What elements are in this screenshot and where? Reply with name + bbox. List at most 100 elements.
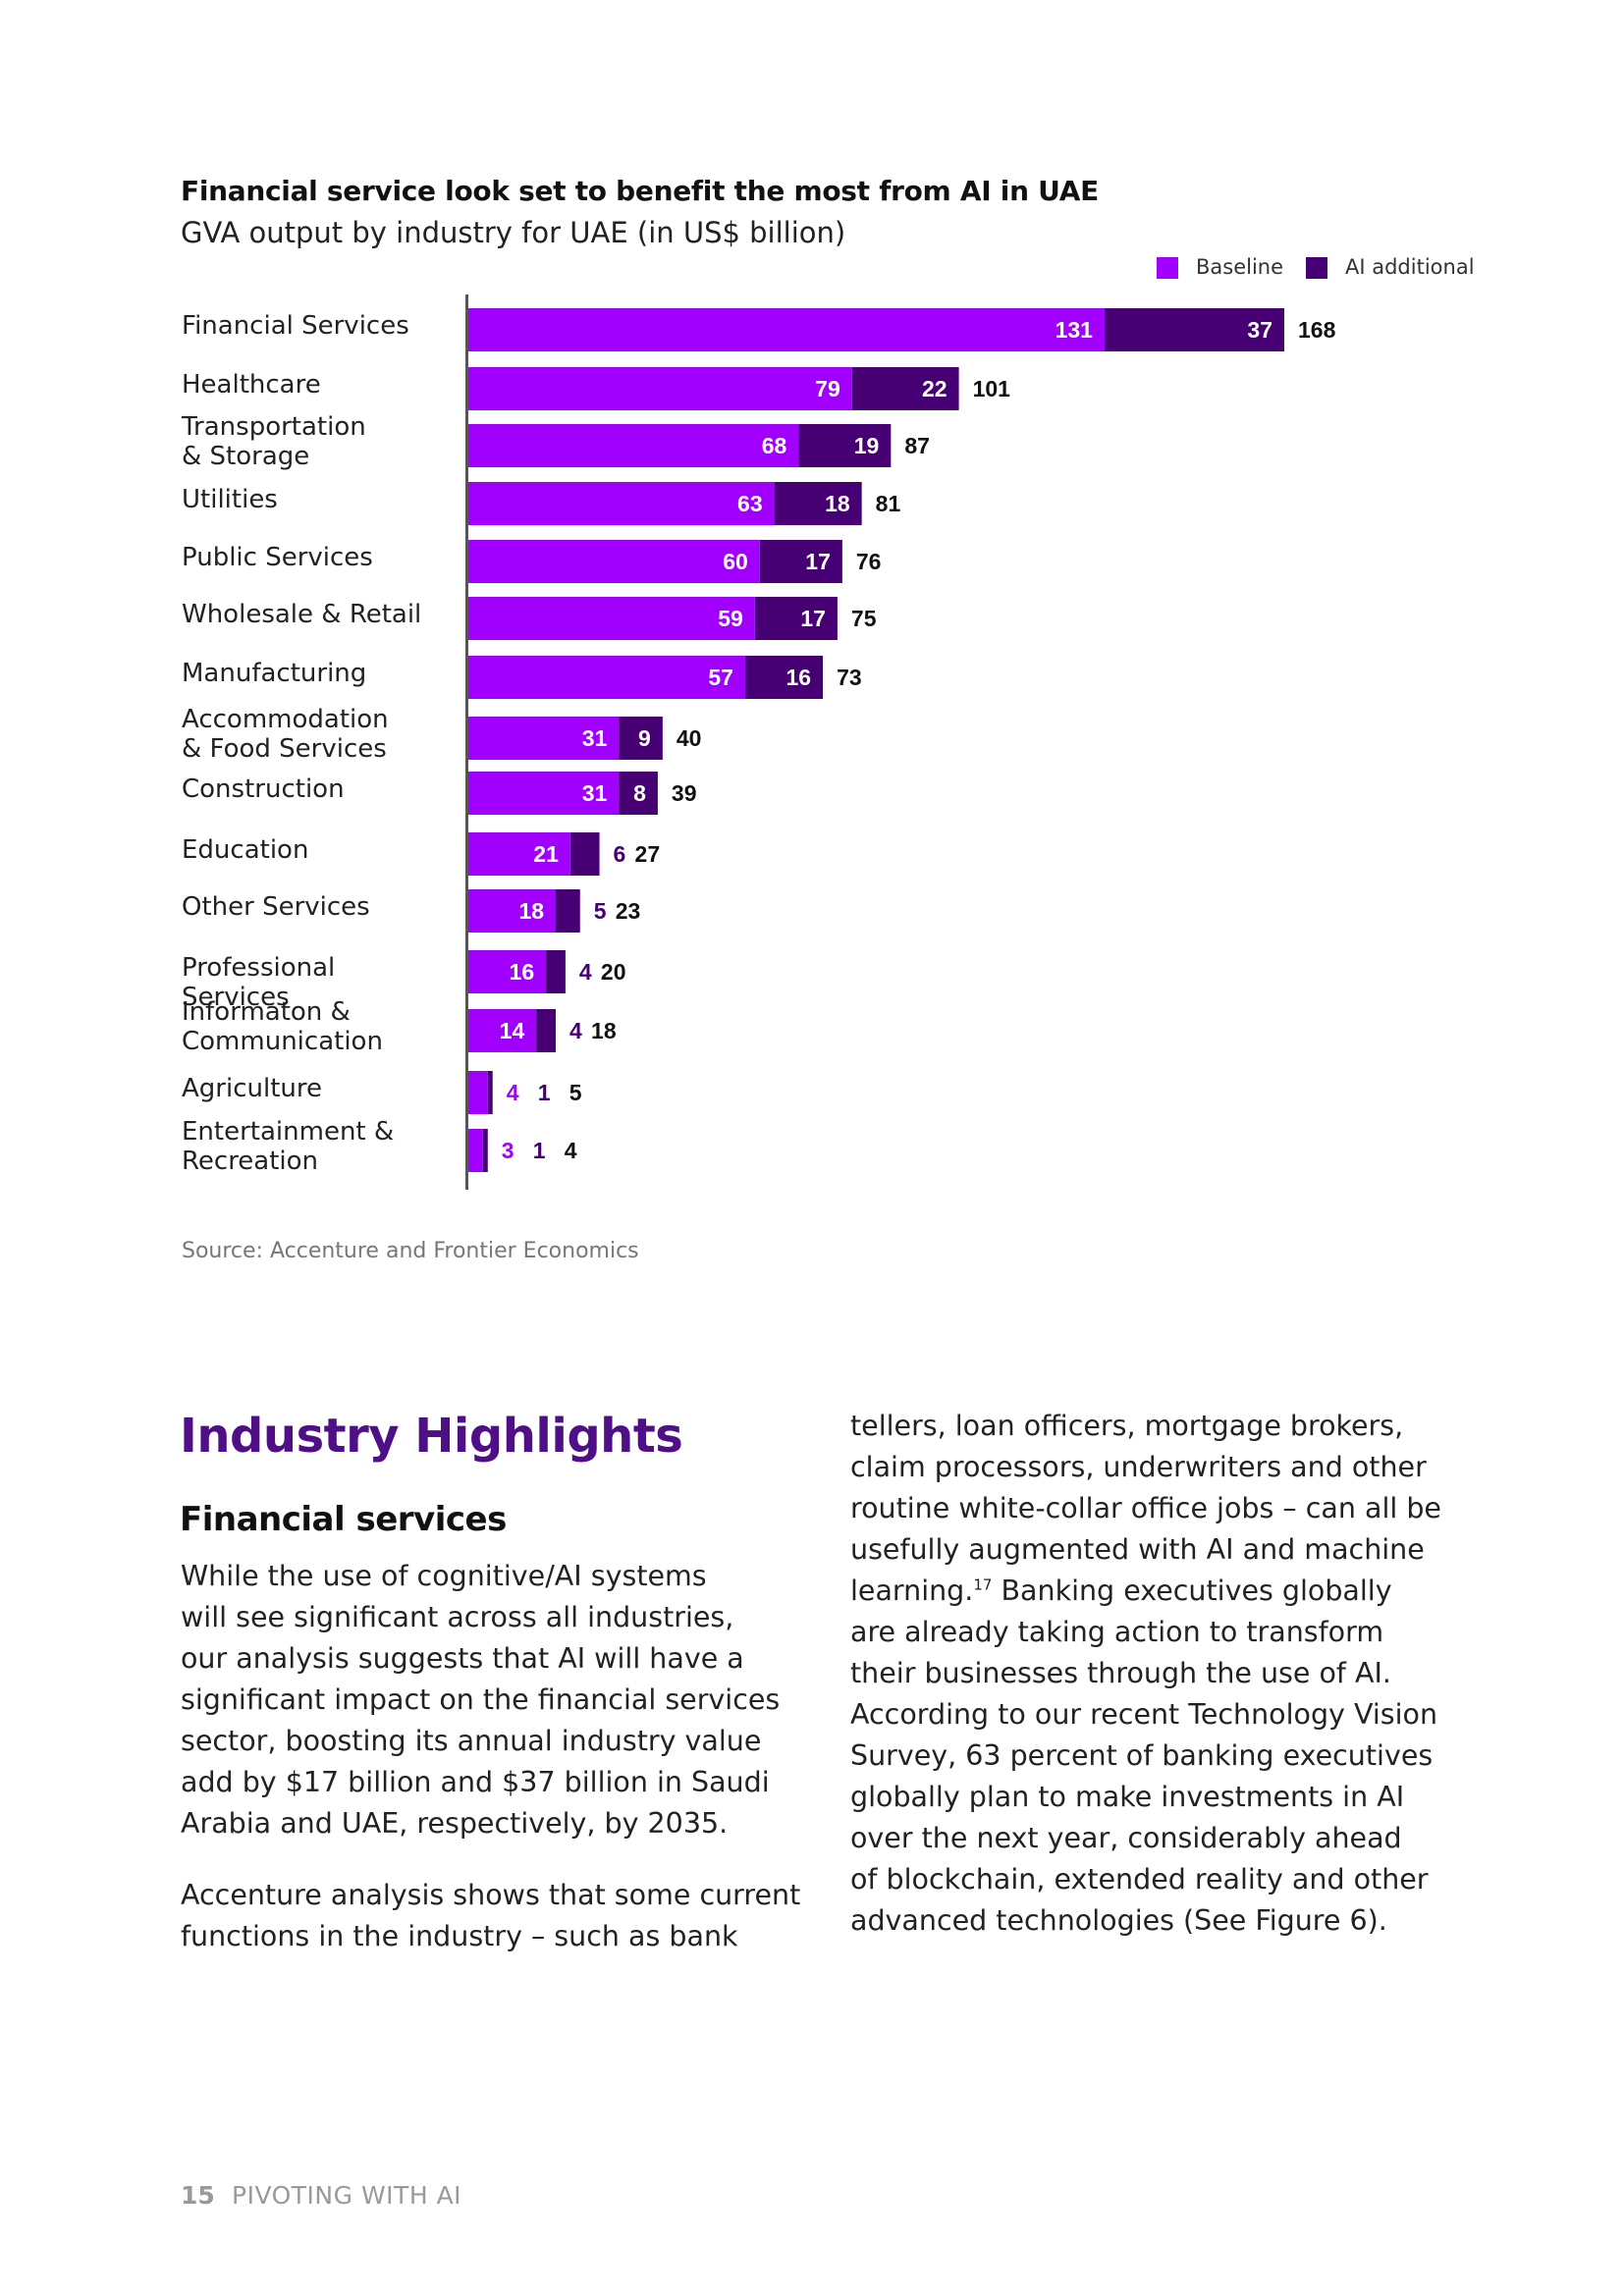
chart-axis [465,294,468,1190]
bar-baseline [468,367,852,410]
bar-ai-additional [619,717,663,760]
category-label: Public Services [182,543,447,572]
text-line: our analysis suggests that AI will have … [181,1642,744,1675]
ai-value-label: 17 [805,549,831,574]
category-label-line: Recreation [182,1147,319,1176]
text-line: routine white-collar office jobs – can a… [850,1492,1441,1524]
bar-ai-additional [851,367,959,410]
baseline-value-label: 3 [502,1138,514,1163]
ai-value-label: 1 [538,1080,551,1105]
ai-value-label: 1 [533,1138,546,1163]
baseline-value-label: 131 [1056,317,1094,343]
category-label-line: Public Services [182,543,373,572]
baseline-value-label: 59 [718,606,743,631]
total-value-label: 76 [856,549,882,574]
ai-value-label: 22 [922,376,947,401]
bar-baseline [468,950,547,993]
category-label-line: Communication [182,1027,383,1056]
bar-ai-additional [759,540,842,583]
text-line: of blockchain, extended reality and othe… [850,1863,1429,1896]
total-value-label: 39 [672,780,697,806]
category-label-line: Healthcare [182,370,321,400]
bar-baseline [468,540,760,583]
category-label-line: & Food Services [182,734,387,764]
ai-value-label: 17 [800,606,826,631]
text-line: usefully augmented with AI and machine [850,1533,1425,1566]
category-label-line: & Storage [182,442,310,471]
category-label: Agriculture [182,1074,447,1103]
section-heading: Industry Highlights [180,1409,683,1464]
bar-baseline [468,772,620,815]
text-line: sector, boosting its annual industry val… [181,1725,762,1757]
baseline-value-label: 31 [582,725,608,751]
ai-value-label: 37 [1247,317,1272,343]
legend-ai-swatch [1306,257,1327,279]
total-value-label: 23 [616,898,641,924]
text-line: claim processors, underwriters and other [850,1451,1427,1483]
text-line: While the use of cognitive/AI systems [181,1560,707,1592]
baseline-value-label: 18 [518,898,544,924]
category-label-line: Wholesale & Retail [182,600,422,629]
total-value-label: 4 [565,1138,577,1163]
baseline-value-label: 63 [737,491,763,516]
category-label-line: Education [182,835,309,865]
text-fragment: learning. [850,1575,974,1607]
bar-baseline [468,482,775,525]
category-label-line: Entertainment & [182,1117,395,1147]
ai-value-label: 16 [785,665,811,690]
text-line: Survey, 63 percent of banking executives [850,1739,1434,1772]
category-label: Wholesale & Retail [182,600,447,629]
bar-ai-additional [798,424,892,467]
right-paragraph: tellers, loan officers, mortgage brokers… [850,1406,1441,1942]
category-label-line: Other Services [182,892,370,922]
text-fragment: Banking executives globally [1001,1575,1392,1607]
bar-ai-additional [619,772,658,815]
bar-baseline [468,717,620,760]
bar-baseline [468,424,799,467]
category-label: Entertainment & Recreation [182,1117,447,1176]
bar-ai-additional [546,950,566,993]
ai-value-label: 18 [825,491,850,516]
bar-baseline [468,1071,488,1114]
category-label-line: Financial Services [182,311,409,341]
text-line: globally plan to make investments in AI [850,1781,1405,1813]
bar-baseline [468,656,745,699]
baseline-value-label: 68 [762,433,787,458]
bar-ai-additional [754,597,838,640]
text-line: According to our recent Technology Visio… [850,1698,1438,1731]
ai-value-label: 19 [854,433,880,458]
category-label-line: Accommodation [182,705,389,734]
text-line: learning.17 Banking executives globally [850,1571,1441,1612]
text-line: over the next year, considerably ahead [850,1822,1402,1854]
category-label: Professional Services [182,953,447,1012]
category-label-line: Informaton & [182,997,351,1027]
text-line: significant impact on the financial serv… [181,1683,781,1716]
baseline-value-label: 79 [815,376,840,401]
ai-value-label: 4 [579,959,592,985]
baseline-value-label: 14 [500,1018,525,1043]
total-value-label: 101 [973,376,1011,401]
category-label: Accommodation & Food Services [182,705,447,764]
text-line: will see significant across all industri… [181,1601,734,1633]
document-title: PIVOTING WITH AI [232,2181,462,2210]
ai-value-label: 6 [614,841,626,867]
total-value-label: 20 [601,959,626,985]
baseline-value-label: 60 [723,549,748,574]
category-label-line: Transportation [182,412,366,442]
footnote-ref[interactable]: 17 [973,1575,993,1594]
bar-ai-additional [556,889,580,933]
baseline-value-label: 16 [510,959,535,985]
bar-ai-additional [569,832,600,876]
bar-ai-additional [536,1009,557,1052]
left-paragraph-1: While the use of cognitive/AI systems wi… [181,1556,780,1844]
total-value-label: 168 [1298,317,1336,343]
chart-source: Source: Accenture and Frontier Economics [182,1239,639,1263]
total-value-label: 40 [677,725,702,751]
text-line: advanced technologies (See Figure 6). [850,1904,1387,1937]
baseline-value-label: 4 [507,1080,519,1105]
category-label: Construction [182,774,447,804]
category-label-line: Construction [182,774,345,804]
total-value-label: 5 [569,1080,582,1105]
left-paragraph-2: Accenture analysis shows that some curre… [181,1875,800,1957]
